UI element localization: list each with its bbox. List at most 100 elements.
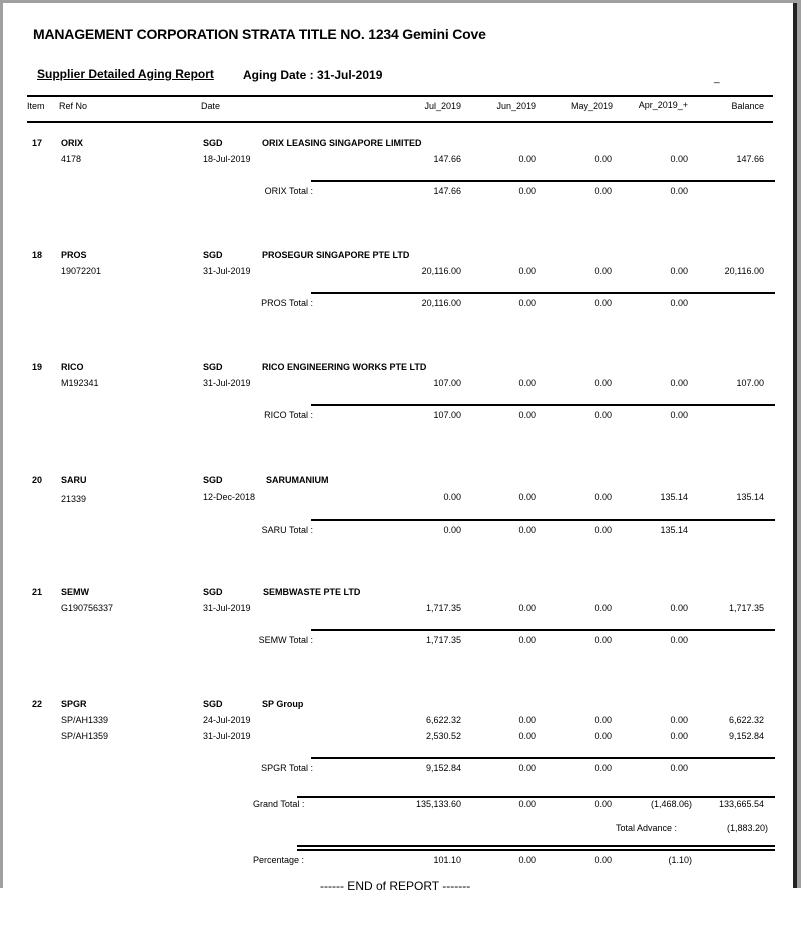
subtotal-apr: 0.00	[670, 635, 688, 645]
supplier-name: SEMBWASTE PTE LTD	[263, 587, 361, 597]
subtotal-label: ORIX Total :	[264, 186, 313, 196]
subtotal-label: SARU Total :	[261, 525, 313, 535]
percentage-jul: 101.10	[433, 855, 461, 865]
aging-date: Aging Date : 31-Jul-2019	[243, 68, 383, 82]
amount-balance: 20,116.00	[724, 266, 764, 276]
supplier-code: ORIX	[61, 138, 84, 148]
supplier-name: ORIX LEASING SINGAPORE LIMITED	[262, 138, 422, 148]
ref-no: M192341	[61, 378, 99, 388]
transaction-date: 18-Jul-2019	[203, 154, 251, 164]
amount-jul: 147.66	[433, 154, 461, 164]
supplier-code: RICO	[61, 362, 84, 372]
amount-apr: 0.00	[670, 266, 688, 276]
amount-jun: 0.00	[518, 731, 536, 741]
amount-apr: 0.00	[670, 715, 688, 725]
amount-jul: 6,622.32	[425, 715, 461, 725]
amount-may: 0.00	[594, 492, 612, 502]
currency: SGD	[203, 587, 223, 597]
corner-mark: _	[714, 73, 720, 84]
page-shadow	[793, 3, 797, 888]
transaction-date: 31-Jul-2019	[203, 731, 251, 741]
subtotal-may: 0.00	[594, 410, 612, 420]
subtotal-may: 0.00	[594, 186, 612, 196]
double-rule-bottom	[297, 849, 775, 851]
amount-balance: 107.00	[736, 378, 764, 388]
amount-may: 0.00	[594, 731, 612, 741]
header-bottom-rule	[27, 121, 773, 123]
grand-total-label: Grand Total :	[253, 799, 305, 809]
subtotal-apr: 135.14	[660, 525, 688, 535]
amount-jun: 0.00	[518, 715, 536, 725]
viewer-frame-top	[0, 0, 801, 3]
group-item-number: 21	[32, 587, 43, 597]
currency: SGD	[203, 250, 223, 260]
subtotal-rule	[311, 629, 775, 631]
percentage-may: 0.00	[594, 855, 612, 865]
amount-jul: 20,116.00	[421, 266, 461, 276]
amount-apr: 0.00	[670, 603, 688, 613]
transaction-date: 31-Jul-2019	[203, 378, 251, 388]
col-header-item: Item	[27, 101, 45, 111]
report-subtitle: Supplier Detailed Aging Report	[37, 67, 214, 81]
viewer-frame-right	[797, 0, 801, 888]
ref-no: G190756337	[61, 603, 114, 613]
subtotal-rule	[311, 180, 775, 182]
group-item-number: 18	[32, 250, 43, 260]
percentage-apr: (1.10)	[668, 855, 692, 865]
amount-balance: 135.14	[736, 492, 764, 502]
supplier-name: SARUMANIUM	[266, 475, 329, 485]
amount-jun: 0.00	[518, 266, 536, 276]
supplier-name: SP Group	[262, 699, 304, 709]
subtotal-jul: 107.00	[433, 410, 461, 420]
amount-jun: 0.00	[518, 154, 536, 164]
amount-apr: 0.00	[670, 378, 688, 388]
subtotal-rule	[311, 292, 775, 294]
transaction-date: 31-Jul-2019	[203, 266, 251, 276]
transaction-date: 12-Dec-2018	[203, 492, 256, 502]
end-of-report: ------ END of REPORT -------	[320, 879, 471, 893]
col-header-ref-no: Ref No	[59, 101, 88, 111]
supplier-name: PROSEGUR SINGAPORE PTE LTD	[262, 250, 410, 260]
supplier-name: RICO ENGINEERING WORKS PTE LTD	[262, 362, 427, 372]
subtotal-rule	[311, 757, 775, 759]
amount-may: 0.00	[594, 266, 612, 276]
amount-may: 0.00	[594, 603, 612, 613]
subtotal-may: 0.00	[594, 525, 612, 535]
subtotal-label: SPGR Total :	[261, 763, 313, 773]
col-header-apr: Apr_2019_+	[638, 100, 688, 110]
amount-balance: 9,152.84	[728, 731, 764, 741]
ref-no: 19072201	[61, 266, 102, 276]
subtotal-jun: 0.00	[518, 763, 536, 773]
grand-total-jul: 135,133.60	[415, 799, 461, 809]
subtotal-jul: 1,717.35	[425, 635, 461, 645]
group-item-number: 20	[32, 475, 43, 485]
currency: SGD	[203, 699, 223, 709]
amount-jul: 1,717.35	[425, 603, 461, 613]
double-rule-top	[297, 845, 775, 847]
amount-jun: 0.00	[518, 492, 536, 502]
subtotal-rule	[311, 404, 775, 406]
group-item-number: 22	[32, 699, 43, 709]
grand-total-apr: (1,468.06)	[650, 799, 692, 809]
subtotal-jul: 147.66	[433, 186, 461, 196]
currency: SGD	[203, 138, 223, 148]
amount-jun: 0.00	[518, 378, 536, 388]
amount-may: 0.00	[594, 154, 612, 164]
subtotal-jun: 0.00	[518, 298, 536, 308]
col-header-may: May_2019	[570, 101, 613, 111]
currency: SGD	[203, 362, 223, 372]
ref-no: SP/AH1359	[61, 731, 109, 741]
total-advance-value: (1,883.20)	[726, 823, 768, 833]
subtotal-apr: 0.00	[670, 410, 688, 420]
grand-total-jun: 0.00	[518, 799, 536, 809]
ref-no: SP/AH1339	[61, 715, 109, 725]
group-item-number: 19	[32, 362, 43, 372]
group-item-number: 17	[32, 138, 43, 148]
amount-apr: 0.00	[670, 731, 688, 741]
grand-total-rule	[297, 796, 775, 798]
col-header-jun: Jun_2019	[496, 101, 536, 111]
ref-no: 4178	[61, 154, 82, 164]
subtotal-rule	[311, 519, 775, 521]
amount-jul: 2,530.52	[425, 731, 461, 741]
col-header-balance: Balance	[731, 101, 764, 111]
